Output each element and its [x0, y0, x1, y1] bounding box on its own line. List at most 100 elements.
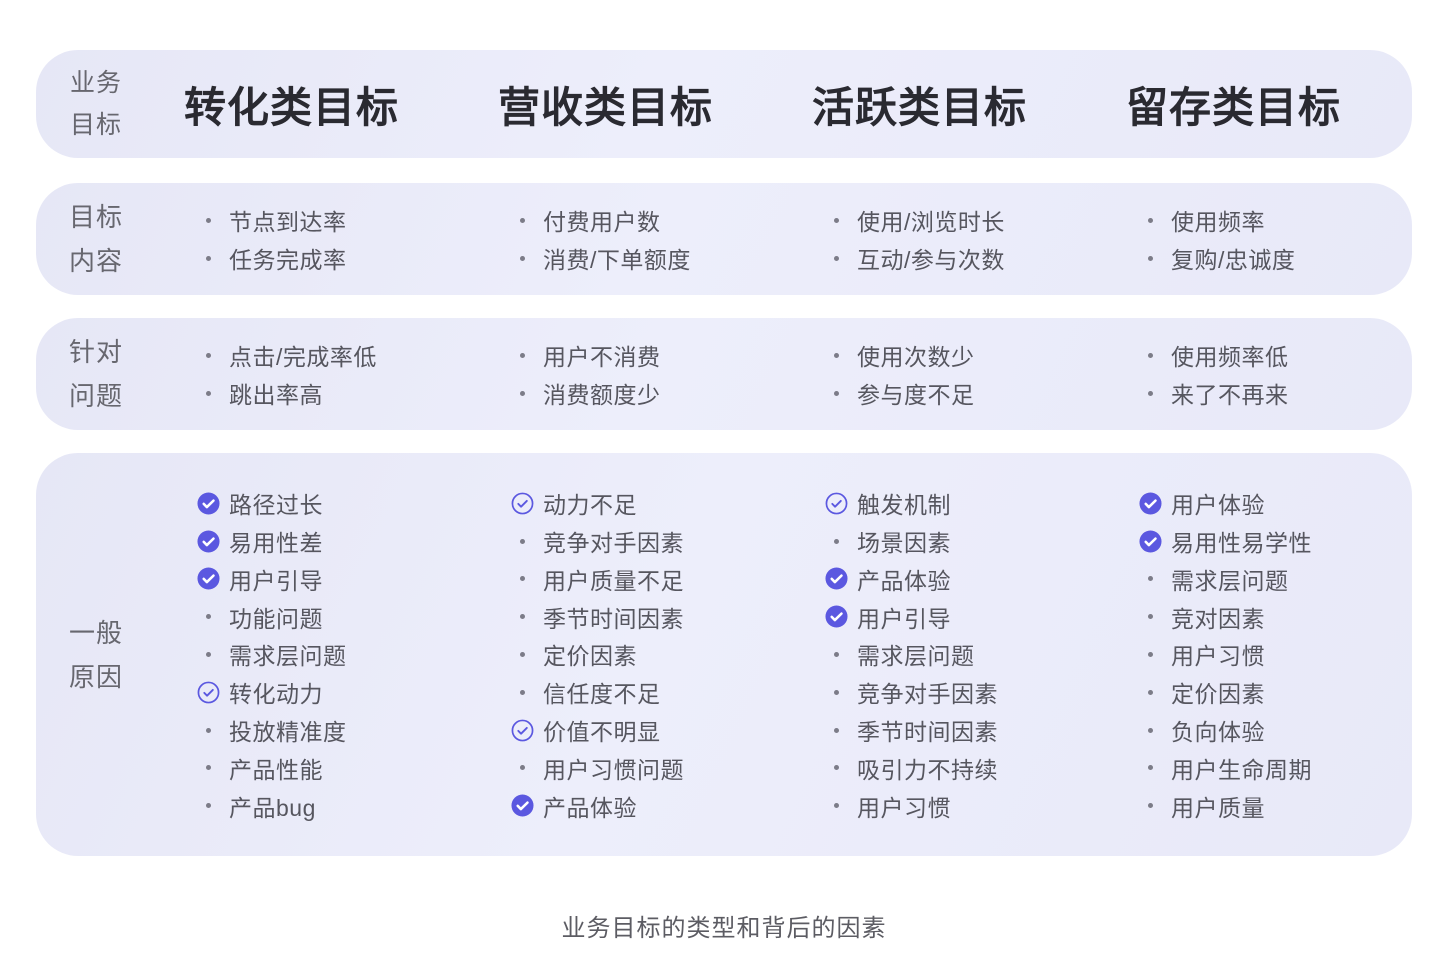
cell-causes-retention: 用户体验 易用性易学性 需求层问题 竞对因素 用户习惯 定价因素 负向体验 用户生命周期 用户质…	[1098, 484, 1412, 824]
bullet-dot-icon	[196, 794, 220, 818]
item-text: 节点到达率	[229, 209, 347, 235]
row-label-line: 原因	[68, 661, 123, 692]
list-item: 用户引导	[196, 560, 470, 598]
list-item: 投放精准度	[196, 711, 470, 749]
item-text: 用户习惯	[1171, 643, 1265, 670]
bullet-dot-icon	[824, 642, 848, 666]
bullet-dot-icon	[510, 756, 534, 780]
item-text: 产品性能	[229, 756, 323, 783]
check-filled-icon	[196, 567, 220, 591]
row-label-goal-content: 目标 内容	[36, 195, 156, 283]
bullet-dot-icon	[1138, 246, 1162, 270]
bullet-dot-icon	[510, 529, 534, 553]
list-item: 使用频率	[1138, 201, 1412, 239]
bullet-dot-icon	[824, 246, 848, 270]
item-text: 用户不消费	[543, 344, 661, 370]
bullet-dot-icon	[196, 381, 220, 405]
item-text: 吸引力不持续	[857, 756, 998, 783]
list-item: 用户生命周期	[1138, 749, 1412, 787]
item-list: 用户体验 易用性易学性 需求层问题 竞对因素 用户习惯 定价因素 负向体验 用户生命周期 用户质…	[1138, 484, 1412, 824]
item-text: 场景因素	[857, 530, 951, 557]
bullet-dot-icon	[824, 343, 848, 367]
item-text: 季节时间因素	[857, 719, 998, 746]
list-item: 跳出率高	[196, 374, 470, 412]
cell-goal-content-conversion: 节点到达率 任务完成率	[156, 201, 470, 277]
bullet-dot-icon	[824, 718, 848, 742]
list-item: 功能问题	[196, 598, 470, 636]
item-text: 付费用户数	[543, 209, 661, 235]
list-item: 用户引导	[824, 598, 1098, 636]
row-label-line: 问题	[68, 381, 123, 411]
list-item: 转化动力	[196, 673, 470, 711]
item-text: 用户习惯问题	[543, 756, 684, 783]
item-text: 定价因素	[1171, 681, 1265, 708]
list-item: 竞争对手因素	[824, 673, 1098, 711]
row-general-causes: 一般 原因 路径过长 易用性差 用户引导 功能问题 需求层问题 转化动力 投放精准度 产品性能…	[36, 453, 1412, 856]
column-header-activity: 活跃类目标	[812, 83, 1028, 131]
list-item: 信任度不足	[510, 673, 784, 711]
list-item: 竞争对手因素	[510, 522, 784, 560]
list-item: 使用/浏览时长	[824, 201, 1098, 239]
list-item: 参与度不足	[824, 374, 1098, 412]
item-text: 用户引导	[857, 605, 951, 632]
list-item: 定价因素	[510, 636, 784, 674]
bullet-dot-icon	[510, 567, 534, 591]
item-text: 动力不足	[543, 492, 637, 519]
bullet-dot-icon	[510, 246, 534, 270]
row-label-line: 一般	[68, 617, 123, 648]
item-list: 动力不足竞争对手因素用户质量不足 季节时间因素 定价因素 信任度不足价值不明显用户习惯…	[510, 484, 784, 824]
list-item: 用户质量不足	[510, 560, 784, 598]
row-label-line: 针对	[68, 337, 123, 367]
item-list: 用户不消费消费额度少	[510, 336, 784, 412]
list-item: 季节时间因素	[510, 598, 784, 636]
list-item: 用户习惯	[824, 787, 1098, 825]
check-outline-icon	[510, 491, 534, 515]
item-text: 竞争对手因素	[543, 530, 684, 557]
list-item: 易用性易学性	[1138, 522, 1412, 560]
list-item: 互动/参与次数	[824, 239, 1098, 277]
bullet-dot-icon	[510, 642, 534, 666]
item-text: 触发机制	[857, 492, 951, 519]
item-text: 转化动力	[229, 681, 323, 708]
bullet-dot-icon	[196, 343, 220, 367]
row-label-line: 目标	[69, 111, 122, 139]
check-filled-icon	[196, 491, 220, 515]
bullet-dot-icon	[196, 246, 220, 270]
list-item: 产品体验	[510, 787, 784, 825]
list-item: 用户质量	[1138, 787, 1412, 825]
item-list: 付费用户数 消费/下单额度	[510, 201, 784, 277]
check-filled-icon	[824, 567, 848, 591]
list-item: 付费用户数	[510, 201, 784, 239]
check-filled-icon	[824, 605, 848, 629]
bullet-dot-icon	[824, 381, 848, 405]
bullet-dot-icon	[510, 343, 534, 367]
cell-problems-retention: 使用频率低来了不再来	[1098, 336, 1412, 412]
list-item: 产品体验	[824, 560, 1098, 598]
column-header-revenue: 营收类目标	[498, 83, 714, 131]
list-item: 产品性能	[196, 749, 470, 787]
row-label-line: 业务	[69, 69, 122, 97]
list-item: 场景因素	[824, 522, 1098, 560]
bullet-dot-icon	[1138, 642, 1162, 666]
item-text: 产品bug	[229, 794, 316, 821]
list-item: 消费额度少	[510, 374, 784, 412]
item-text: 价值不明显	[543, 719, 661, 746]
column-header-retention: 留存类目标	[1126, 83, 1342, 131]
item-text: 点击/完成率低	[229, 344, 377, 370]
item-text: 产品体验	[857, 567, 951, 594]
item-text: 来了不再来	[1171, 382, 1289, 408]
check-outline-icon	[196, 680, 220, 704]
item-text: 竞对因素	[1171, 605, 1265, 632]
bullet-dot-icon	[196, 642, 220, 666]
bullet-dot-icon	[510, 381, 534, 405]
list-item: 使用频率低	[1138, 336, 1412, 374]
list-item: 路径过长	[196, 484, 470, 522]
list-item: 吸引力不持续	[824, 749, 1098, 787]
item-list: 使用频率低来了不再来	[1138, 336, 1412, 412]
item-text: 需求层问题	[1171, 567, 1289, 594]
check-filled-icon	[510, 794, 534, 818]
list-item: 用户体验	[1138, 484, 1412, 522]
cell-causes-activity: 触发机制 场景因素 产品体验 用户引导 需求层问题 竞争对手因素 季节时间因素 吸引力不持续用…	[784, 484, 1098, 824]
item-list: 路径过长 易用性差 用户引导 功能问题 需求层问题 转化动力 投放精准度 产品性能 产品bug	[196, 484, 470, 824]
